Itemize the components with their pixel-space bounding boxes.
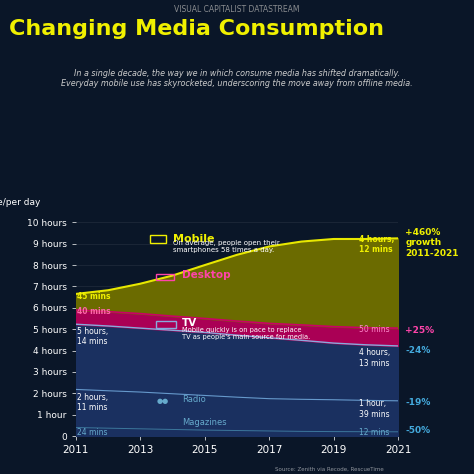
Text: ●●: ●● (156, 398, 169, 404)
Text: 45 mins: 45 mins (77, 292, 111, 301)
Text: On average, people open their
smartphones 58 times a day.: On average, people open their smartphone… (173, 240, 279, 253)
Text: 50 mins: 50 mins (359, 326, 390, 334)
Text: +460%
growth
2011-2021: +460% growth 2011-2021 (405, 228, 459, 257)
Text: -19%: -19% (405, 399, 431, 408)
Text: 2 hours,
11 mins: 2 hours, 11 mins (77, 393, 109, 412)
Text: Changing Media Consumption: Changing Media Consumption (9, 19, 384, 39)
Text: 1 hour,
39 mins: 1 hour, 39 mins (359, 399, 390, 419)
Text: Mobile quickly is on pace to replace
TV as people's main source for media.: Mobile quickly is on pace to replace TV … (182, 327, 310, 340)
Text: Radio: Radio (182, 395, 206, 404)
Text: VISUAL CAPITALIST: VISUAL CAPITALIST (201, 5, 273, 14)
Text: 12 mins: 12 mins (359, 428, 390, 437)
Text: -24%: -24% (405, 346, 431, 355)
Text: +25%: +25% (405, 326, 434, 335)
Text: In a single decade, the way we in which consume media has shifted dramatically.
: In a single decade, the way we in which … (61, 69, 413, 88)
Text: VISUAL CAPITALIST DATASTREAM: VISUAL CAPITALIST DATASTREAM (174, 5, 300, 14)
Text: Desktop: Desktop (182, 270, 231, 280)
Text: Use/per day: Use/per day (0, 198, 40, 207)
Text: 4 hours,
13 mins: 4 hours, 13 mins (359, 348, 391, 368)
Text: TV: TV (182, 318, 198, 328)
Text: 5 hours,
14 mins: 5 hours, 14 mins (77, 327, 109, 346)
Text: Source: Zenith via Recode, RescueTime: Source: Zenith via Recode, RescueTime (275, 466, 383, 472)
Text: 4 hours,
12 mins: 4 hours, 12 mins (359, 235, 395, 254)
Text: 40 mins: 40 mins (77, 307, 111, 316)
Text: 24 mins: 24 mins (77, 428, 108, 437)
Text: Magazines: Magazines (182, 418, 227, 427)
Text: -50%: -50% (405, 426, 430, 435)
Text: Mobile: Mobile (173, 234, 214, 244)
